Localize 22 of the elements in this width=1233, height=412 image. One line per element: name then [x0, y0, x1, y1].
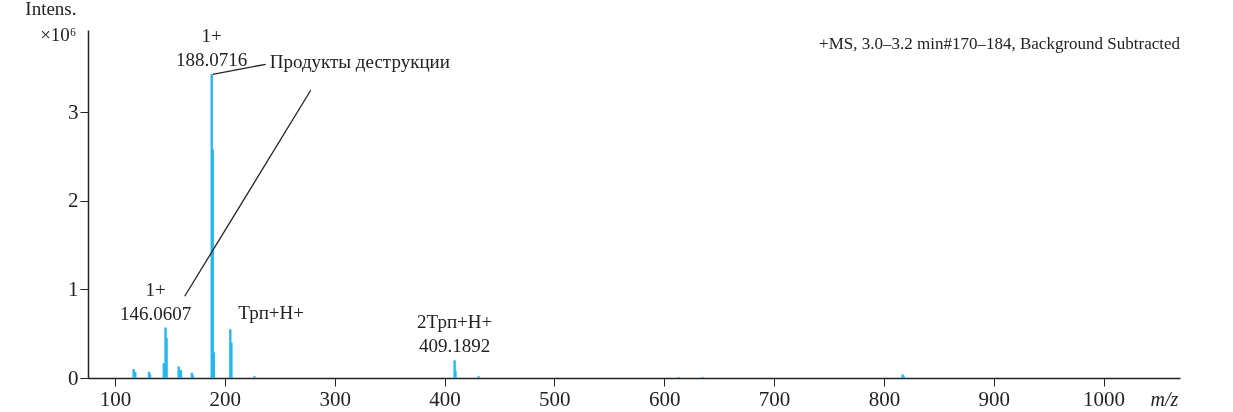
annotation: 2Трп+Н+ 409.1892: [417, 311, 493, 357]
x-tick-label: 500: [539, 386, 571, 411]
annotation: Продукты деструкции: [269, 51, 450, 73]
x-tick-label: 600: [648, 386, 681, 411]
annotation: +MS, 3.0–3.2 min#170–184, Background Subtracted: [819, 34, 1181, 53]
annotation: 1+ 146.0607: [119, 278, 192, 324]
y-axis-title: Intens. ×10⁶: [25, 0, 77, 45]
x-tick-label: 900: [978, 386, 1010, 411]
x-tick-label: 100: [99, 386, 132, 411]
x-tick-label: 300: [319, 386, 351, 411]
y-tick-label: 0: [68, 365, 79, 390]
x-tick-label: 700: [758, 386, 791, 411]
y-tick-label: 3: [68, 99, 79, 124]
annotation: Трп+Н+: [238, 302, 305, 324]
x-tick-label: 800: [868, 386, 901, 411]
x-axis-title: m/z: [1150, 387, 1179, 410]
annotation: 1+ 188.0716: [176, 25, 248, 71]
y-tick-label: 1: [68, 276, 79, 301]
x-tick-label: 1000: [1083, 386, 1126, 411]
x-tick-label: 400: [429, 386, 461, 411]
x-tick-label: 200: [209, 386, 242, 411]
y-tick-label: 2: [68, 188, 79, 213]
